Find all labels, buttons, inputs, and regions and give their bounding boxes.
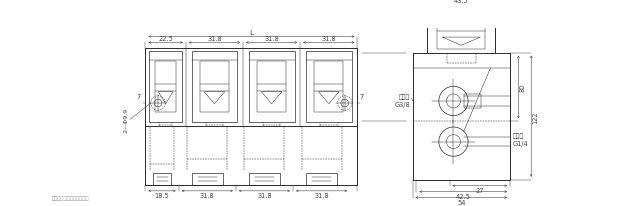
Text: 31.8: 31.8: [321, 36, 336, 42]
Text: 54: 54: [457, 199, 466, 205]
Text: 43.5: 43.5: [454, 0, 469, 4]
Bar: [192, 52, 238, 122]
Bar: [464, 95, 481, 108]
Text: 7: 7: [360, 93, 364, 99]
Text: 啟東中德潤滑設備有限公司: 啟東中德潤滑設備有限公司: [52, 195, 89, 200]
Text: 31.8: 31.8: [265, 36, 279, 42]
Text: G3/8: G3/8: [394, 102, 410, 108]
Text: 31.8: 31.8: [200, 192, 215, 198]
Bar: [200, 62, 229, 113]
Text: 22.5: 22.5: [158, 36, 173, 42]
Bar: [249, 173, 280, 185]
Bar: [249, 52, 294, 122]
Text: 7: 7: [137, 93, 141, 99]
Bar: [314, 62, 343, 113]
Bar: [306, 52, 352, 122]
Bar: [192, 173, 223, 185]
Text: 2—Φ9.9: 2—Φ9.9: [123, 107, 129, 132]
Text: 27: 27: [476, 187, 484, 193]
Bar: [153, 173, 171, 185]
Text: 进油口: 进油口: [399, 94, 410, 99]
Text: 31.8: 31.8: [314, 192, 329, 198]
Text: L: L: [249, 30, 253, 36]
Bar: [149, 52, 182, 122]
Text: 18.5: 18.5: [155, 192, 169, 198]
Text: G1/4: G1/4: [513, 141, 529, 147]
Text: 31.8: 31.8: [257, 192, 272, 198]
Text: 42.5: 42.5: [455, 193, 471, 199]
Bar: [155, 62, 176, 113]
Text: 80: 80: [520, 83, 526, 92]
Bar: [306, 173, 337, 185]
Text: 31.8: 31.8: [207, 36, 222, 42]
Text: 出油口: 出油口: [513, 132, 524, 138]
Bar: [257, 62, 286, 113]
Text: 122: 122: [532, 110, 539, 123]
Bar: [437, 18, 485, 50]
